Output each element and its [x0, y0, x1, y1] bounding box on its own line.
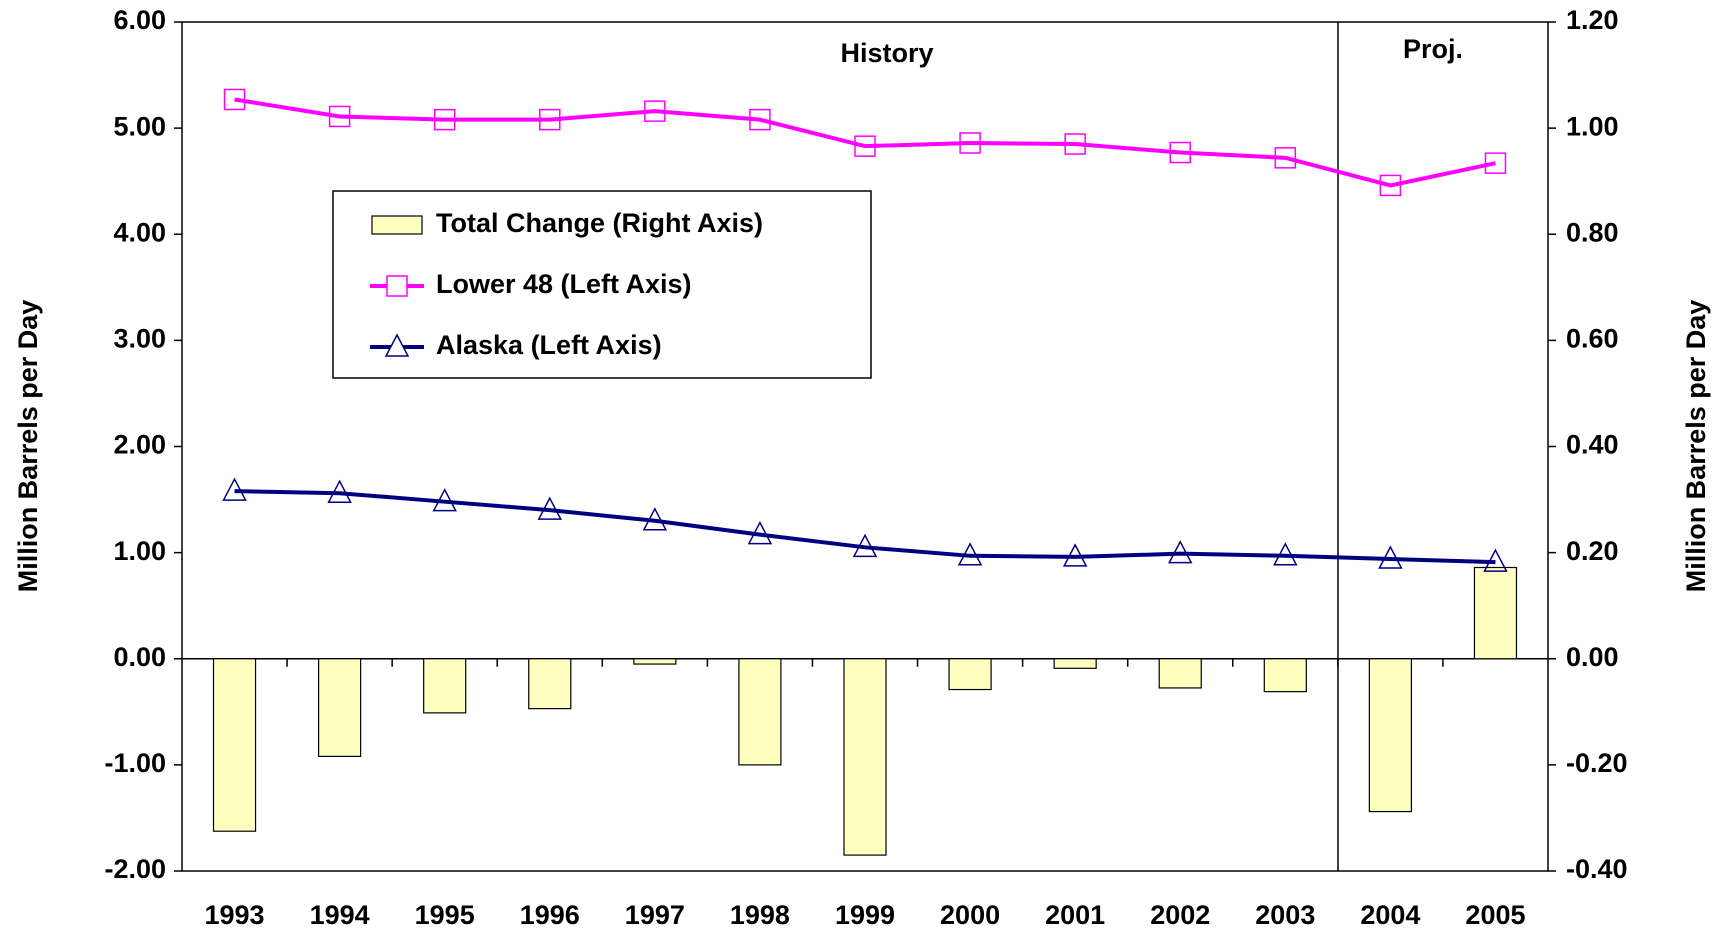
legend-swatch	[371, 215, 423, 235]
marker	[1484, 152, 1507, 174]
marker	[957, 542, 983, 566]
bar	[528, 658, 572, 710]
marker	[644, 100, 666, 122]
marker	[959, 132, 981, 154]
marker	[539, 108, 561, 131]
marker	[1062, 543, 1088, 567]
x-tick-label: 1995	[415, 900, 475, 930]
marker	[749, 108, 771, 131]
bar	[948, 658, 992, 691]
marker	[642, 507, 668, 531]
y-tick-label: 2.00	[113, 430, 166, 460]
legend-label: Total Change (Right Axis)	[436, 208, 763, 238]
marker	[433, 108, 456, 131]
marker	[537, 496, 563, 520]
y2-tick-label: 0.40	[1566, 430, 1619, 460]
y2-tick-label: 1.20	[1566, 5, 1619, 35]
marker	[1273, 542, 1298, 566]
x-tick-label: 2002	[1150, 900, 1210, 930]
y2-tick-label: 0.20	[1566, 536, 1619, 566]
bar	[633, 658, 677, 665]
bar	[738, 658, 782, 766]
y2-tick-label: 0.00	[1566, 642, 1619, 672]
marker	[1379, 174, 1402, 197]
marker	[1483, 548, 1508, 572]
x-tick-label: 1996	[520, 900, 580, 930]
bar	[212, 658, 257, 832]
x-tick-label: 2001	[1045, 900, 1105, 930]
y-tick-label: 1.00	[113, 536, 166, 566]
x-tick-label: 2004	[1360, 900, 1420, 930]
legend-marker	[386, 275, 408, 297]
x-tick-label: 1994	[310, 900, 370, 930]
y2-tick-label: 0.60	[1566, 324, 1619, 354]
annotation: Proj.	[1403, 34, 1463, 64]
marker	[432, 488, 457, 512]
y-tick-label: 3.00	[113, 324, 166, 354]
x-tick-label: 1998	[730, 900, 790, 930]
y-tick-label: -1.00	[104, 748, 166, 778]
y2-axis-title: Million Barrels per Day	[1681, 300, 1711, 593]
line	[234, 97, 1496, 188]
marker	[222, 477, 247, 501]
y-tick-label: -2.00	[104, 854, 166, 884]
marker	[1169, 141, 1191, 164]
marker	[223, 88, 246, 111]
bar	[1368, 658, 1413, 813]
bar	[1053, 658, 1097, 669]
marker	[327, 479, 352, 503]
bar	[423, 658, 467, 714]
line	[234, 489, 1496, 565]
x-tick-label: 2003	[1255, 900, 1315, 930]
bar	[1473, 566, 1518, 660]
y-axis-title: Million Barrels per Day	[13, 300, 43, 593]
y-tick-label: 5.00	[113, 111, 166, 141]
marker	[854, 135, 876, 157]
x-tick-label: 1997	[625, 900, 685, 930]
x-tick-label: 2000	[940, 900, 1000, 930]
marker	[1064, 133, 1086, 155]
y2-tick-label: -0.40	[1566, 854, 1628, 884]
bar	[1263, 658, 1307, 693]
bar	[1158, 658, 1202, 689]
y-tick-label: 6.00	[113, 5, 166, 35]
marker	[1378, 545, 1403, 569]
legend-marker	[384, 333, 410, 357]
bar	[843, 658, 887, 856]
y2-tick-label: 0.80	[1566, 217, 1619, 247]
x-tick-label: 1999	[835, 900, 895, 930]
x-tick-label: 2005	[1465, 900, 1525, 930]
marker	[328, 105, 351, 128]
marker	[1274, 147, 1297, 169]
legend-label: Lower 48 (Left Axis)	[436, 269, 692, 299]
annotation: History	[840, 38, 933, 68]
y2-tick-label: 1.00	[1566, 111, 1619, 141]
marker	[852, 533, 878, 558]
legend-label: Alaska (Left Axis)	[436, 330, 662, 360]
y-tick-label: 4.00	[113, 217, 166, 247]
marker	[747, 520, 773, 545]
y2-tick-label: -0.20	[1566, 748, 1628, 778]
marker	[1167, 540, 1193, 564]
y-tick-label: 0.00	[113, 642, 166, 672]
x-tick-label: 1993	[204, 900, 264, 930]
bar	[318, 658, 362, 757]
